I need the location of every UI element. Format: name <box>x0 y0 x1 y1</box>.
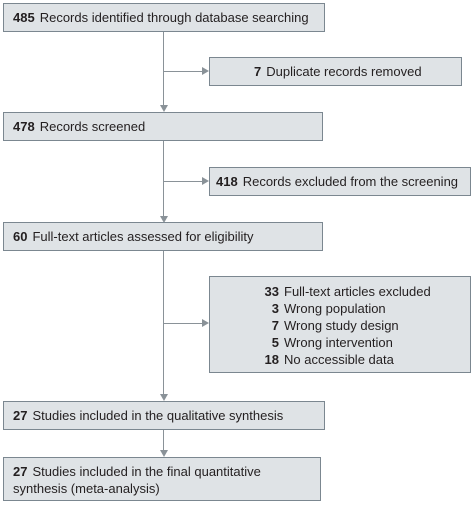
screened-label: Records screened <box>39 119 146 134</box>
quantitative-label-line2: synthesis (meta-analysis) <box>13 481 160 496</box>
connector-trunk-4 <box>163 429 164 451</box>
arrow-to-screened <box>160 105 168 112</box>
duplicates-count: 7 <box>254 64 262 79</box>
fulltext-excluded-label: Full-text articles excluded <box>284 284 431 299</box>
reason-label: Wrong intervention <box>284 335 393 350</box>
box-duplicates-removed: 7 Duplicate records removed <box>209 57 462 86</box>
quantitative-label-line1: Studies included in the final quantitati… <box>32 464 261 479</box>
box-quantitative-synthesis: 27 Studies included in the final quantita… <box>3 457 321 501</box>
box-records-identified: 485 Records identified through database … <box>3 3 325 32</box>
connector-branch-excluded <box>163 181 203 182</box>
identified-count: 485 <box>13 10 35 25</box>
box-qualitative-synthesis: 27 Studies included in the qualitative s… <box>3 401 325 430</box>
reason-label: Wrong study design <box>284 318 399 333</box>
excluded-screening-label: Records excluded from the screening <box>242 174 459 189</box>
reason-label: No accessible data <box>284 352 394 367</box>
reason-count: 5 <box>271 335 279 350</box>
connector-trunk-3 <box>163 249 164 395</box>
arrow-to-excluded-screening <box>202 177 209 185</box>
identified-label: Records identified through database sear… <box>39 10 309 25</box>
box-fulltext-excluded: 33 Full-text articles excluded 3 Wrong p… <box>209 276 471 373</box>
reason-count: 18 <box>264 352 279 367</box>
duplicates-label: Duplicate records removed <box>266 64 422 79</box>
excluded-screening-count: 418 <box>216 174 238 189</box>
box-excluded-screening: 418 Records excluded from the screening <box>209 167 471 196</box>
fulltext-excluded-list: 33 Full-text articles excluded 3 Wrong p… <box>210 277 431 368</box>
arrow-to-quantitative <box>160 450 168 457</box>
reason-count: 7 <box>271 318 279 333</box>
connector-branch-duplicates <box>163 71 203 72</box>
reason-count: 3 <box>271 301 279 316</box>
fulltext-excluded-count: 33 <box>264 284 279 299</box>
quantitative-count: 27 <box>13 464 28 479</box>
qualitative-count: 27 <box>13 408 28 423</box>
arrow-to-qualitative <box>160 394 168 401</box>
eligibility-count: 60 <box>13 229 28 244</box>
eligibility-label: Full-text articles assessed for eligibil… <box>32 229 254 244</box>
reason-label: Wrong population <box>284 301 386 316</box>
arrow-to-fulltext-excluded <box>202 319 209 327</box>
arrow-to-duplicates <box>202 67 209 75</box>
connector-trunk-1 <box>163 31 164 106</box>
screened-count: 478 <box>13 119 35 134</box>
connector-branch-fulltext <box>163 323 203 324</box>
box-records-screened: 478 Records screened <box>3 112 323 141</box>
arrow-to-eligibility <box>160 216 168 223</box>
box-eligibility: 60 Full-text articles assessed for eligi… <box>3 222 323 251</box>
qualitative-label: Studies included in the qualitative synt… <box>32 408 284 423</box>
